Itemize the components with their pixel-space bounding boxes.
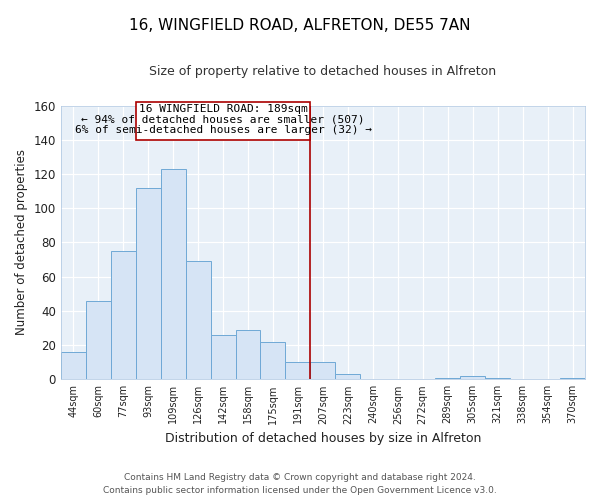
Text: ← 94% of detached houses are smaller (507): ← 94% of detached houses are smaller (50… bbox=[81, 114, 365, 124]
Bar bbox=[560, 378, 585, 380]
Bar bbox=[61, 352, 86, 380]
Bar bbox=[136, 188, 161, 380]
Bar bbox=[185, 262, 211, 380]
Bar bbox=[460, 376, 485, 380]
Bar bbox=[211, 335, 236, 380]
Text: Contains HM Land Registry data © Crown copyright and database right 2024.
Contai: Contains HM Land Registry data © Crown c… bbox=[103, 473, 497, 495]
Bar bbox=[236, 330, 260, 380]
Text: 16 WINGFIELD ROAD: 189sqm: 16 WINGFIELD ROAD: 189sqm bbox=[139, 104, 307, 114]
Bar bbox=[435, 378, 460, 380]
X-axis label: Distribution of detached houses by size in Alfreton: Distribution of detached houses by size … bbox=[165, 432, 481, 445]
Bar bbox=[260, 342, 286, 380]
Title: Size of property relative to detached houses in Alfreton: Size of property relative to detached ho… bbox=[149, 65, 496, 78]
Text: 6% of semi-detached houses are larger (32) →: 6% of semi-detached houses are larger (3… bbox=[74, 126, 371, 136]
Bar bbox=[161, 169, 185, 380]
FancyBboxPatch shape bbox=[136, 102, 310, 140]
Bar bbox=[111, 251, 136, 380]
Bar bbox=[86, 300, 111, 380]
Text: 16, WINGFIELD ROAD, ALFRETON, DE55 7AN: 16, WINGFIELD ROAD, ALFRETON, DE55 7AN bbox=[129, 18, 471, 32]
Y-axis label: Number of detached properties: Number of detached properties bbox=[15, 150, 28, 336]
Bar bbox=[310, 362, 335, 380]
Bar bbox=[286, 362, 310, 380]
Bar bbox=[485, 378, 510, 380]
Bar bbox=[335, 374, 361, 380]
